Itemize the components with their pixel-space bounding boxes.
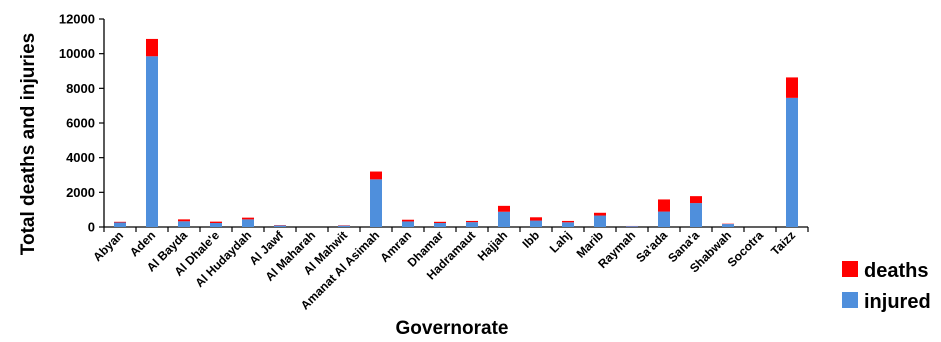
x-category-label: Hajjah [475,228,510,263]
bar-deaths [786,77,798,98]
bar-injured [722,224,734,227]
bar-deaths [562,220,574,223]
y-tick-label: 2000 [66,185,95,200]
legend-label-deaths: deaths [864,260,928,282]
y-tick-label: 8000 [66,81,95,96]
bar-injured [338,225,350,227]
y-tick-label: 10000 [59,46,95,61]
bar-injured [274,225,286,227]
bar-deaths [178,219,190,222]
x-category-label: Socotra [725,228,767,270]
y-tick-label: 0 [88,220,95,235]
bar-deaths [402,219,414,222]
bars [114,38,798,228]
bar-injured [210,223,222,227]
y-tick-label: 12000 [59,12,95,27]
y-axis: 0 2000 4000 6000 8000 10000 12000 [59,12,105,235]
bar-injured [658,211,670,227]
y-tick-label: 6000 [66,116,95,131]
bar-injured [146,56,158,228]
bar-deaths [658,199,670,212]
bar-deaths [242,217,254,220]
bar-injured [530,220,542,227]
bar-deaths [434,221,446,224]
y-tick-label: 4000 [66,150,95,165]
bar-injured [114,222,126,227]
legend: deaths injured [842,260,931,313]
bar-deaths [530,217,542,221]
bar-deaths [498,205,510,212]
legend-swatch-deaths [842,261,858,277]
bar-deaths [370,171,382,180]
bar-injured [626,226,638,227]
legend-swatch-injured [842,292,858,308]
bar-injured [178,221,190,227]
bar-deaths [690,196,702,204]
x-category-label: Sa'ada [633,228,670,265]
bar-injured [690,203,702,227]
x-category-label: Abyan [90,228,126,264]
bar-injured [562,222,574,227]
legend-label-injured: injured [864,291,931,313]
bar-injured [434,223,446,227]
bar-injured [242,219,254,227]
bar-deaths [146,38,158,57]
x-category-label: Taizz [768,228,798,258]
x-category-label: Lahj [547,228,574,255]
bar-injured [498,211,510,227]
bar-deaths [594,212,606,216]
bar-deaths [210,221,222,224]
bar-injured [370,179,382,227]
bar-injured [594,215,606,227]
bar-deaths [114,221,126,223]
x-category-label: Ibb [519,228,542,251]
bar-injured [402,221,414,227]
y-axis-title: Total deaths and injuries [18,33,39,255]
bar-deaths [466,220,478,223]
bar-injured [786,97,798,227]
x-axis-title: Governorate [396,318,509,339]
bar-injured [466,222,478,227]
